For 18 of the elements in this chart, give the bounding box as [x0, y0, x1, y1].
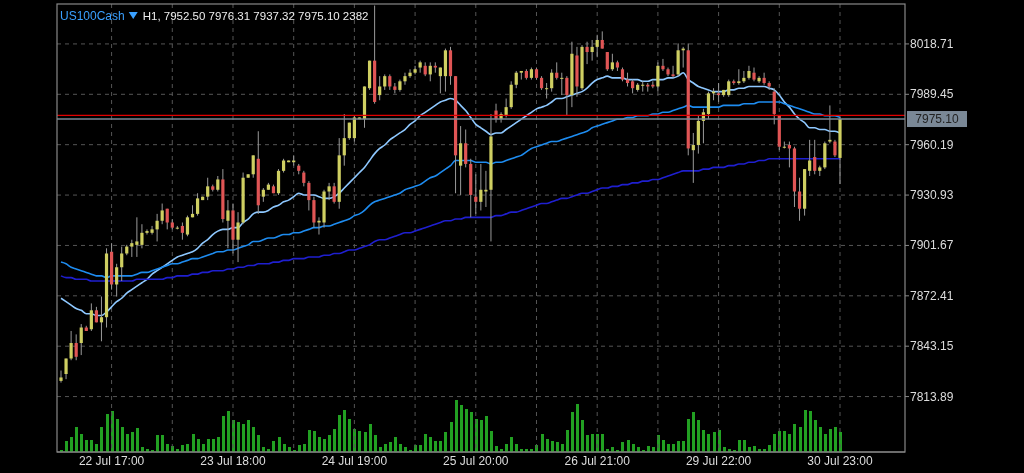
- x-tick-label: 23 Jul 18:00: [200, 454, 266, 468]
- x-tick-label: 22 Jul 17:00: [78, 454, 145, 468]
- text: US100Cash: [60, 9, 125, 23]
- x-tick-label: 30 Jul 23:00: [807, 454, 874, 468]
- y-tick-label: 7930.93: [910, 188, 954, 203]
- y-tick-label: 8018.71: [910, 36, 954, 51]
- y-tick-label: 7872.41: [910, 288, 954, 303]
- x-tick-label: 24 Jul 19:00: [321, 454, 388, 468]
- ref-line-label: 7975.10: [915, 112, 960, 127]
- y-tick-label: 7843.15: [910, 339, 954, 354]
- x-tick-label: 26 Jul 21:00: [564, 454, 631, 468]
- x-tick-label: 25 Jul 20:00: [443, 454, 509, 468]
- x-tick-label: 29 Jul 22:00: [685, 454, 752, 468]
- y-tick-label: 7960.19: [910, 137, 954, 152]
- y-tick-label: 7989.45: [910, 87, 954, 102]
- y-tick-label: 7901.67: [910, 238, 954, 253]
- text: H1, 7952.50 7976.31 7937.32 7975.10 2382: [142, 10, 369, 22]
- y-tick-label: 7813.89: [910, 389, 954, 404]
